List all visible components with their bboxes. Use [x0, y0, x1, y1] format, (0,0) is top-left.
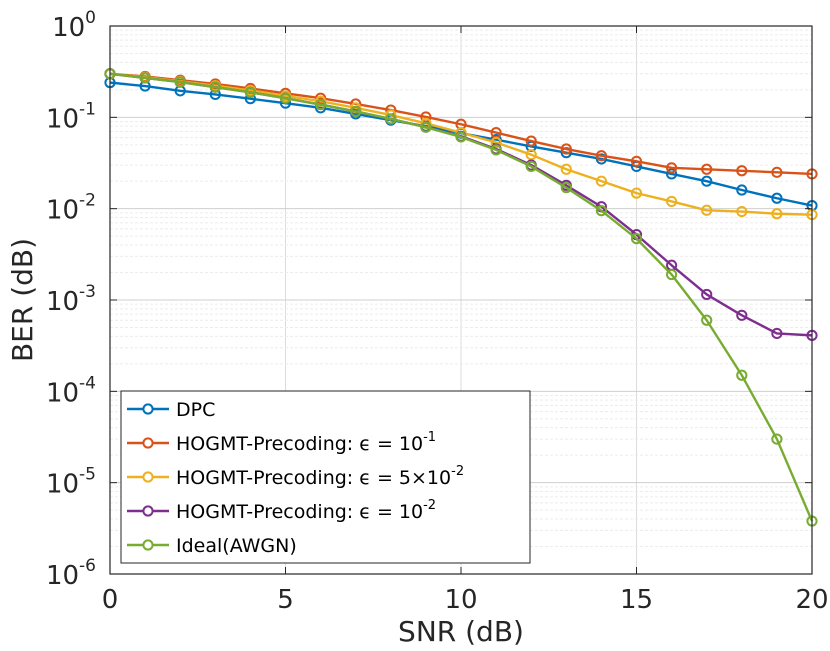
data-point	[701, 288, 713, 301]
legend-label: DPC	[176, 399, 215, 421]
y-tick-label: 100	[52, 8, 96, 43]
y-tick-label: 10-4	[46, 373, 96, 408]
data-point	[209, 81, 221, 93]
legend-label: Ideal(AWGN)	[176, 535, 297, 557]
data-point	[771, 433, 783, 445]
data-point	[490, 144, 502, 156]
legend: DPC HOGMT-Precoding: ϵ = 10-1 HOGMT-Precod…	[120, 390, 531, 564]
data-point	[244, 86, 256, 98]
data-point	[525, 149, 537, 161]
legend-item: HOGMT-Precoding: ϵ = 10-1	[127, 430, 436, 455]
legend-marker	[142, 437, 154, 449]
axis-ticks: 0 5 10 15 20 100 10-1 10-2 10-3 10-4 10-5 10-6	[46, 8, 829, 615]
y-tick-label: 10-6	[46, 556, 96, 591]
data-point	[350, 105, 362, 118]
data-point	[736, 309, 748, 321]
legend-marker	[142, 505, 154, 517]
data-point	[771, 166, 783, 178]
y-tick-label: 10-3	[46, 282, 96, 317]
data-point	[701, 163, 713, 175]
legend-marker	[142, 539, 154, 551]
data-point	[736, 184, 748, 196]
data-point	[701, 204, 713, 216]
data-point	[315, 98, 327, 111]
data-point	[701, 175, 713, 187]
data-point	[595, 150, 608, 162]
data-point	[560, 163, 572, 175]
data-point	[630, 187, 643, 199]
y-tick-label: 10-1	[46, 99, 96, 134]
legend-item: DPC	[127, 399, 215, 421]
data-point	[385, 113, 397, 125]
data-point	[455, 131, 467, 143]
data-point	[174, 76, 186, 88]
data-point	[630, 155, 643, 167]
legend-marker	[142, 403, 154, 415]
legend-item: HOGMT-Precoding: ϵ = 5×10-2	[127, 464, 464, 489]
legend-item: Ideal(AWGN)	[127, 535, 297, 557]
data-point	[736, 165, 748, 177]
series-4	[104, 68, 818, 527]
data-point	[525, 135, 537, 147]
x-tick-label: 15	[620, 585, 653, 615]
data-point	[771, 208, 783, 220]
y-tick-label: 10-2	[46, 191, 96, 226]
x-axis-label: SNR (dB)	[398, 615, 524, 648]
x-tick-label: 0	[102, 585, 119, 615]
data-point	[490, 136, 502, 149]
data-point	[666, 268, 678, 281]
data-point	[525, 160, 537, 173]
data-point	[736, 205, 748, 218]
x-tick-label: 5	[277, 585, 294, 615]
data-point	[595, 175, 608, 187]
data-point	[420, 121, 432, 133]
data-point	[279, 92, 292, 104]
x-tick-label: 20	[795, 585, 828, 615]
data-point	[771, 327, 783, 340]
y-tick-label: 10-5	[46, 465, 96, 500]
data-point	[315, 95, 327, 107]
series-line	[109, 72, 814, 522]
legend-box	[120, 390, 531, 564]
data-point	[139, 72, 151, 84]
data-point	[736, 369, 748, 381]
legend-item: HOGMT-Precoding: ϵ = 10-2	[127, 498, 436, 523]
data-point	[701, 314, 713, 326]
legend-marker	[142, 471, 154, 483]
legend-label: HOGMT-Precoding: ϵ = 10-2	[176, 498, 436, 523]
data-point	[666, 195, 678, 208]
legend-label: HOGMT-Precoding: ϵ = 10-1	[176, 430, 436, 455]
series-line	[109, 72, 813, 176]
data-point	[560, 143, 572, 155]
x-tick-label: 10	[444, 585, 477, 615]
data-point	[560, 182, 572, 194]
data-point	[666, 162, 678, 174]
data-point	[595, 205, 608, 217]
data-point	[771, 192, 783, 204]
data-point	[420, 111, 432, 123]
data-point	[595, 153, 608, 165]
data-point	[666, 168, 678, 180]
legend-label: HOGMT-Precoding: ϵ = 5×10-2	[176, 464, 464, 489]
data-point	[630, 233, 643, 245]
y-axis-label: BER (dB)	[6, 238, 39, 362]
